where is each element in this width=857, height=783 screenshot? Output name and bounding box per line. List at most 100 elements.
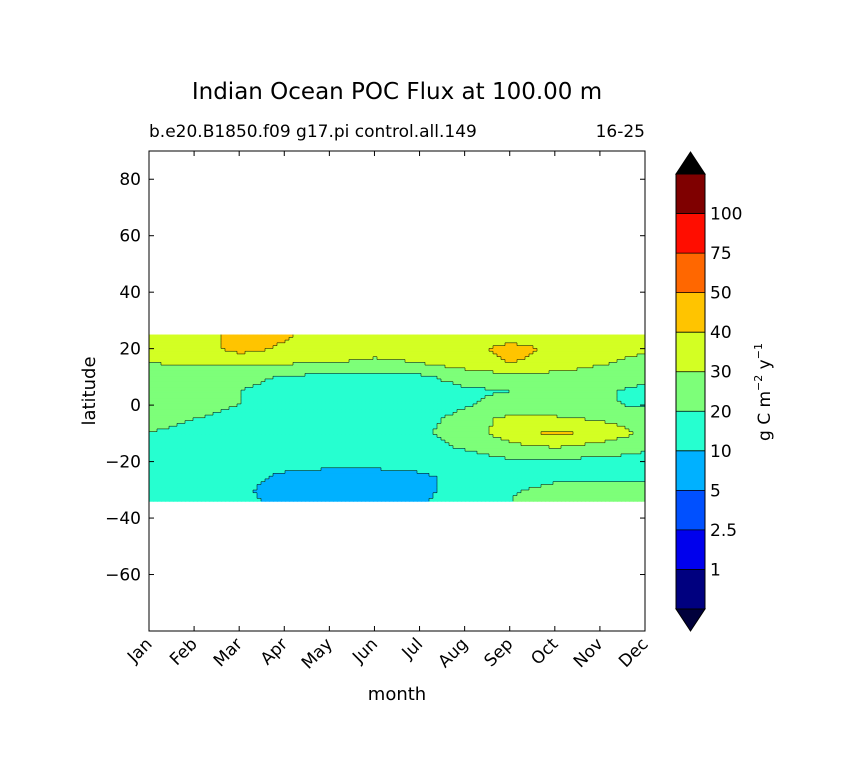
contour-cell — [617, 351, 622, 355]
contour-cell — [525, 337, 530, 341]
contour-cell — [233, 337, 238, 341]
contour-cell — [589, 403, 594, 408]
contour-cell — [269, 384, 274, 388]
contour-cell — [169, 445, 174, 449]
contour-cell — [549, 395, 554, 399]
contour-cell — [385, 428, 390, 433]
contour-cell — [497, 392, 502, 397]
contour-cell — [641, 373, 645, 377]
contour-cell — [193, 442, 198, 447]
contour-cell — [453, 381, 458, 386]
contour-cell — [205, 353, 210, 358]
contour-cell — [537, 398, 542, 402]
contour-cell — [249, 417, 254, 422]
contour-cell — [557, 373, 562, 377]
contour-cell — [369, 376, 374, 380]
contour-cell — [193, 351, 198, 355]
contour-cell — [205, 403, 210, 408]
contour-cell — [253, 409, 258, 413]
contour-cell — [509, 340, 514, 344]
contour-cell — [173, 390, 178, 394]
contour-cell — [381, 348, 386, 352]
contour-cell — [277, 415, 282, 419]
contour-cell — [189, 440, 194, 444]
contour-cell — [489, 348, 494, 352]
contour-cell — [297, 340, 302, 344]
contour-cell — [257, 415, 262, 419]
contour-cell — [345, 387, 350, 391]
contour-cell — [337, 353, 342, 358]
contour-cell — [217, 409, 222, 413]
contour-cell — [349, 387, 354, 391]
contour-cell — [301, 420, 306, 424]
contour-cell — [445, 426, 450, 430]
contour-cell — [601, 365, 606, 369]
contour-cell — [637, 342, 642, 347]
contour-cell — [629, 406, 634, 411]
contour-cell — [629, 401, 634, 405]
contour-cell — [485, 387, 490, 391]
contour-cell — [461, 440, 466, 444]
contour-cell — [285, 420, 290, 424]
contour-cell — [453, 428, 458, 433]
contour-cell — [241, 376, 246, 380]
contour-cell — [249, 384, 254, 388]
contour-cell — [533, 426, 538, 430]
contour-cell — [605, 417, 610, 422]
contour-cell — [481, 401, 486, 405]
contour-cell — [173, 442, 178, 447]
contour-cell — [393, 403, 398, 408]
contour-cell — [633, 334, 638, 338]
contour-cell — [321, 356, 326, 361]
contour-cell — [489, 392, 494, 397]
contour-cell — [301, 376, 306, 380]
contour-cell — [301, 351, 306, 355]
contour-cell — [605, 376, 610, 380]
contour-cell — [181, 409, 186, 413]
contour-cell — [177, 387, 182, 391]
contour-cell — [189, 337, 194, 341]
contour-cell — [585, 409, 590, 413]
contour-cell — [345, 442, 350, 447]
contour-cell — [433, 434, 438, 438]
contour-cell — [265, 440, 270, 444]
contour-cell — [397, 390, 402, 394]
contour-cell — [237, 426, 242, 430]
contour-cell — [373, 403, 378, 408]
contour-cell — [501, 373, 506, 377]
contour-cell — [609, 398, 614, 402]
contour-cell — [385, 437, 390, 441]
contour-cell — [505, 362, 510, 366]
contour-cell — [505, 442, 510, 447]
contour-cell — [545, 378, 550, 383]
contour-cell — [441, 390, 446, 394]
contour-cell — [197, 434, 202, 438]
contour-cell — [493, 356, 498, 361]
contour-cell — [397, 409, 402, 413]
contour-cell — [569, 415, 574, 419]
contour-cell — [413, 334, 418, 338]
contour-cell — [269, 337, 274, 341]
contour-cell — [237, 387, 242, 391]
contour-cell — [493, 340, 498, 344]
contour-cell — [177, 381, 182, 386]
contour-cell — [621, 437, 626, 441]
contour-cell — [553, 440, 558, 444]
contour-cell — [309, 390, 314, 394]
contour-cell — [429, 345, 434, 350]
contour-cell — [397, 431, 402, 436]
contour-cell — [581, 401, 586, 405]
contour-cell — [573, 401, 578, 405]
contour-cell — [461, 342, 466, 347]
contour-cell — [421, 370, 426, 374]
contour-cell — [273, 401, 278, 405]
contour-cell — [505, 334, 510, 338]
contour-cell — [237, 398, 242, 402]
contour-cell — [289, 415, 294, 419]
contour-cell — [249, 378, 254, 383]
contour-cell — [201, 403, 206, 408]
contour-cell — [365, 406, 370, 411]
contour-cell — [333, 420, 338, 424]
contour-cell — [325, 340, 330, 344]
contour-cell — [293, 442, 298, 447]
